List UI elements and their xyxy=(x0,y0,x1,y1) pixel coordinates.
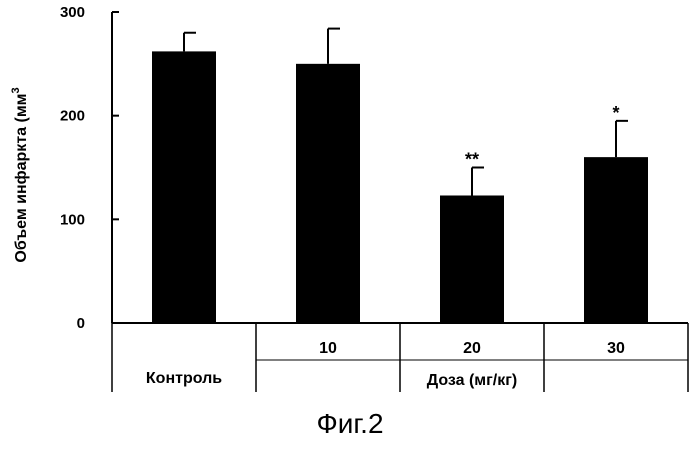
significance-marker: ** xyxy=(465,150,479,170)
x-tick-label: 20 xyxy=(463,340,481,357)
y-axis-label: Объем инфаркта (мм3 xyxy=(10,87,30,262)
figure-caption: Фиг.2 xyxy=(316,408,384,439)
bar xyxy=(440,195,504,323)
y-tick-label: 200 xyxy=(60,108,85,125)
x-tick-label: 10 xyxy=(319,340,337,357)
x-tick-label: 30 xyxy=(607,340,625,357)
x-tick-label: Контроль xyxy=(146,370,222,387)
bar xyxy=(584,157,648,323)
x-axis-label: Доза (мг/кг) xyxy=(427,372,518,389)
y-tick-label: 0 xyxy=(77,315,85,332)
y-tick-label: 300 xyxy=(60,4,85,21)
bar xyxy=(152,51,216,323)
significance-marker: * xyxy=(612,103,619,123)
bar xyxy=(296,63,360,323)
bar-chart: Объем инфаркта (мм3 0 100 200 300 Контроль 10… xyxy=(10,4,689,392)
y-tick-label: 100 xyxy=(60,211,85,228)
